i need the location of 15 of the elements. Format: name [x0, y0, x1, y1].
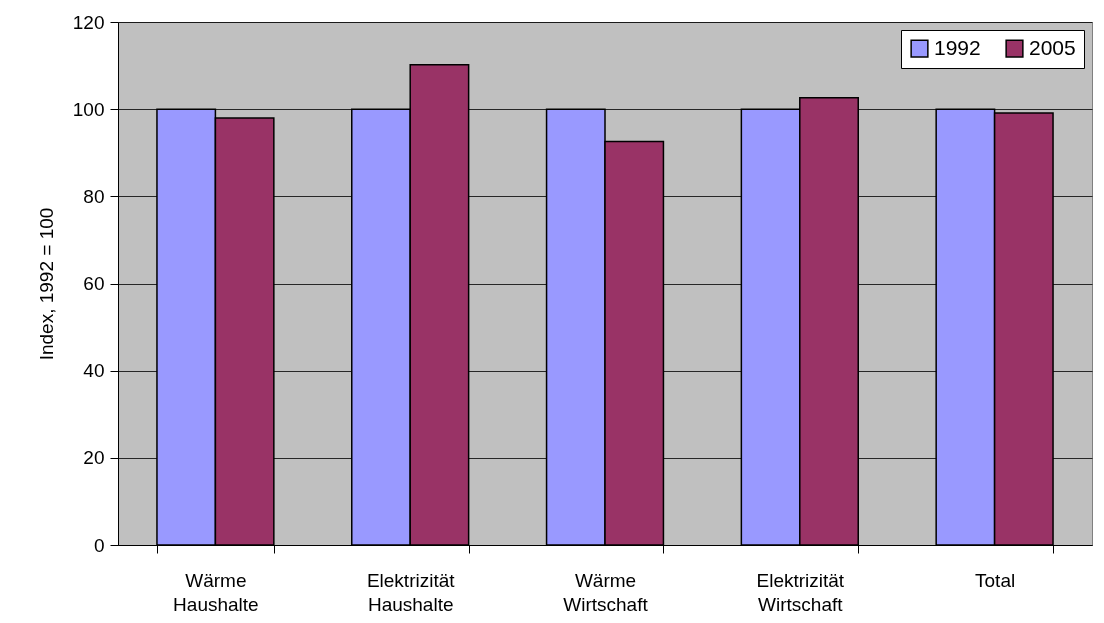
- y-axis-title: Index, 1992 = 100: [35, 207, 57, 361]
- y-tick-label: 100: [72, 98, 105, 120]
- legend-label: 1992: [934, 35, 981, 59]
- x-tick-label: Wärme Wirtschaft: [563, 569, 649, 615]
- x-tick-label: Wärme Haushalte: [173, 569, 259, 615]
- x-tick-label: Elektrizität Haushalte: [366, 569, 456, 615]
- y-tick-label: 120: [72, 11, 105, 33]
- y-tick-label: 80: [83, 185, 105, 207]
- x-tick-label: Total: [975, 569, 1016, 591]
- y-tick-label: 40: [83, 360, 105, 382]
- y-tick-label: 0: [93, 534, 105, 556]
- y-tick-label: 60: [83, 273, 105, 294]
- x-tick-label: Elektrizität Wirtschaft: [756, 569, 845, 615]
- y-tick-label: 20: [83, 447, 105, 469]
- legend-label: 2005: [1029, 35, 1076, 59]
